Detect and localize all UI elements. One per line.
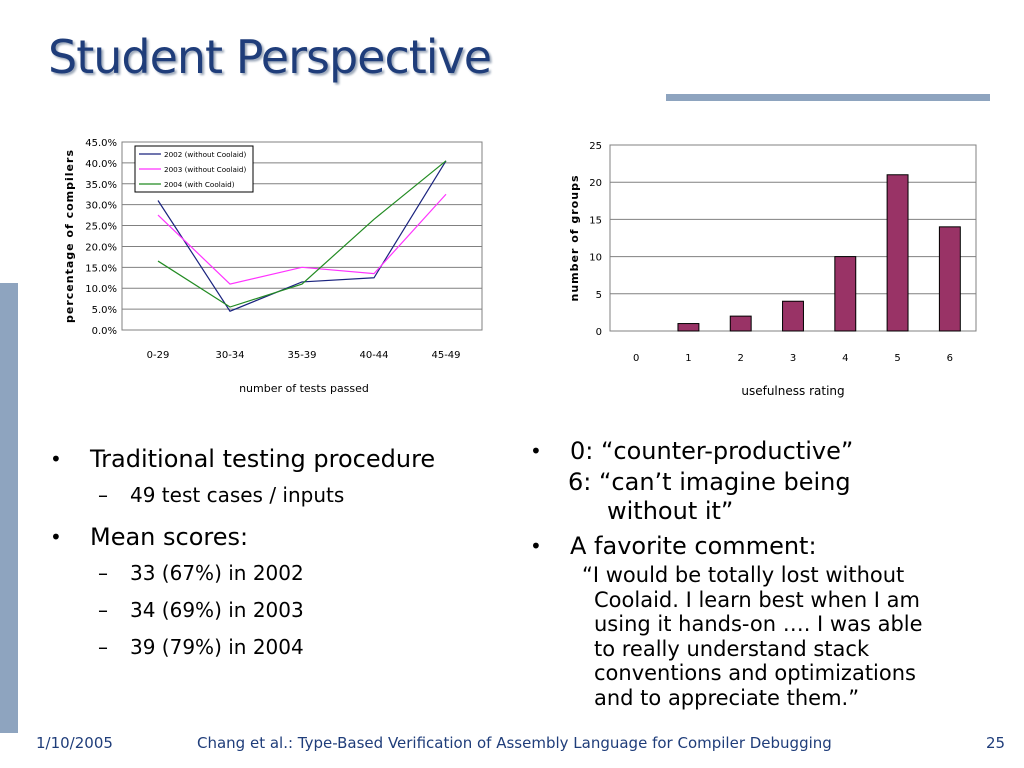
bullet-text: A favorite comment: [570, 532, 817, 560]
bar-chart-x-tick: 2 [738, 353, 744, 364]
bar-chart-x-tick: 6 [947, 353, 953, 364]
bar-chart-x-tick: 5 [894, 353, 900, 364]
legend-entry: 2004 (with Coolaid) [164, 180, 235, 189]
line-chart-y-tick: 15.0% [85, 263, 117, 274]
bullet-text: Mean scores: [90, 523, 249, 551]
line-chart-y-tick: 0.0% [92, 326, 117, 337]
line-chart-plot-area [121, 141, 483, 331]
sub-bullet-score-2004: –39 (79%) in 2004 [50, 634, 490, 660]
bullet-rating-scale: • 0: “counter-productive” [530, 437, 990, 465]
line-chart-x-tick: 40-44 [359, 350, 388, 361]
bar-chart-y-tick: 25 [589, 141, 602, 152]
rating-six-line-cont: without it” [607, 497, 734, 525]
line-chart-y-tick: 40.0% [85, 159, 117, 170]
sub-bullet-score-2002: –33 (67%) in 2002 [50, 560, 490, 586]
bullet-traditional-testing: • Traditional testing procedure [50, 444, 490, 474]
quote-line: “I would be totally lost without [582, 563, 905, 587]
bar-rating-5 [886, 174, 909, 332]
dash-marker: – [98, 483, 108, 507]
bar-chart-x-ticks: 0 1 2 3 4 5 6 [633, 353, 953, 364]
sub-bullet-text: 39 (79%) in 2004 [130, 635, 304, 659]
bar-chart-x-tick: 4 [842, 353, 848, 364]
bar-chart-y-ticks: 0 5 10 15 20 25 [589, 141, 602, 338]
line-chart-x-tick: 0-29 [147, 350, 170, 361]
line-chart-y-tick: 5.0% [92, 305, 117, 316]
bullet-dot: • [50, 525, 62, 549]
bar-chart-x-tick: 3 [790, 353, 796, 364]
bullet-text: Traditional testing procedure [90, 445, 436, 473]
line-series-3 [157, 160, 447, 308]
quote-line: using it hands-on …. I was able [594, 612, 923, 636]
bullet-text: 0: “counter-productive” [570, 437, 854, 465]
sub-bullet-score-2003: –34 (69%) in 2003 [50, 597, 490, 623]
line-chart-x-label: number of tests passed [239, 382, 369, 395]
dash-marker: – [98, 635, 108, 659]
line-chart-y-tick: 25.0% [85, 222, 117, 233]
line-chart-y-tick: 35.0% [85, 180, 117, 191]
left-bullet-list: • Traditional testing procedure –49 test … [50, 444, 490, 660]
bar-chart-x-label: usefulness rating [741, 384, 844, 398]
line-chart-x-tick: 30-34 [215, 350, 244, 361]
line-chart-x-ticks: 0-29 30-34 35-39 40-44 45-49 [147, 350, 461, 361]
student-quote: “I would be totally lost without Coolaid… [530, 563, 990, 710]
sub-bullet-text: 34 (69%) in 2003 [130, 598, 304, 622]
sub-bullet-text: 49 test cases / inputs [130, 483, 345, 507]
bar-chart-y-tick: 15 [589, 215, 602, 226]
bar-chart-y-tick: 20 [589, 178, 602, 189]
bar-rating-1 [677, 323, 700, 332]
line-chart: 0.0% 5.0% 10.0% 15.0% 20.0% 25.0% 30.0% 35.0% 40… [63, 138, 483, 395]
sub-bullet-text: 33 (67%) in 2002 [130, 561, 304, 585]
quote-line: to really understand stack [594, 636, 870, 661]
bullet-dot: • [530, 534, 542, 558]
quote-line: conventions and optimizations [594, 661, 916, 685]
line-chart-legend: 2002 (without Coolaid) 2003 (without Cool… [134, 145, 254, 193]
footer-page-number: 25 [986, 734, 1006, 752]
bar-chart: 0 5 10 15 20 25 0 1 2 3 4 5 6 usefulness rating num… [568, 141, 977, 398]
line-chart-y-ticks: 0.0% 5.0% 10.0% 15.0% 20.0% 25.0% 30.0% 35.0% 40… [85, 138, 117, 337]
line-chart-series [157, 160, 447, 312]
bar-chart-bars [677, 174, 961, 332]
bar-rating-2 [729, 315, 752, 332]
rating-six-line: 6: “can’t imagine being [568, 468, 851, 496]
quote-line: Coolaid. I learn best when I am [594, 587, 921, 612]
legend-entry: 2003 (without Coolaid) [164, 165, 246, 174]
line-chart-x-tick: 35-39 [287, 350, 316, 361]
bar-rating-3 [782, 300, 804, 332]
bar-chart-x-tick: 0 [633, 353, 639, 364]
bullet-dot: • [50, 447, 62, 471]
bullet-dot: • [530, 439, 542, 463]
quote-line: and to appreciate them.” [594, 685, 860, 710]
bar-chart-x-tick: 1 [685, 353, 691, 364]
line-chart-y-tick: 30.0% [85, 201, 117, 212]
sub-bullet-test-cases: –49 test cases / inputs [50, 482, 490, 508]
line-chart-y-tick: 45.0% [85, 138, 117, 149]
right-bullet-list: • 0: “counter-productive” 6: “can’t imagi… [530, 437, 990, 710]
bar-rating-6 [938, 226, 961, 332]
bullet-favorite-comment: • A favorite comment: [530, 531, 990, 561]
line-chart-y-tick: 20.0% [85, 242, 117, 253]
side-accent-bar [0, 283, 18, 733]
footer-date: 1/10/2005 [36, 734, 113, 752]
title-rule [666, 94, 990, 101]
line-series-2 [157, 193, 447, 285]
bar-chart-y-tick: 0 [596, 327, 602, 338]
legend-entry: 2002 (without Coolaid) [164, 150, 246, 159]
bullet-mean-scores: • Mean scores: [50, 522, 490, 552]
bar-chart-y-label: number of groups [568, 175, 581, 302]
bar-chart-y-tick: 10 [589, 253, 602, 264]
line-chart-x-tick: 45-49 [431, 350, 460, 361]
bar-chart-y-tick: 5 [596, 290, 602, 301]
line-chart-y-label: percentage of compilers [63, 149, 76, 323]
dash-marker: – [98, 598, 108, 622]
slide-title: Student Perspective [48, 30, 492, 84]
dash-marker: – [98, 561, 108, 585]
bar-rating-4 [834, 256, 857, 332]
footer-citation: Chang et al.: Type-Based Verification of… [197, 734, 832, 752]
line-chart-y-tick: 10.0% [85, 284, 117, 295]
line-series-1 [157, 160, 447, 312]
